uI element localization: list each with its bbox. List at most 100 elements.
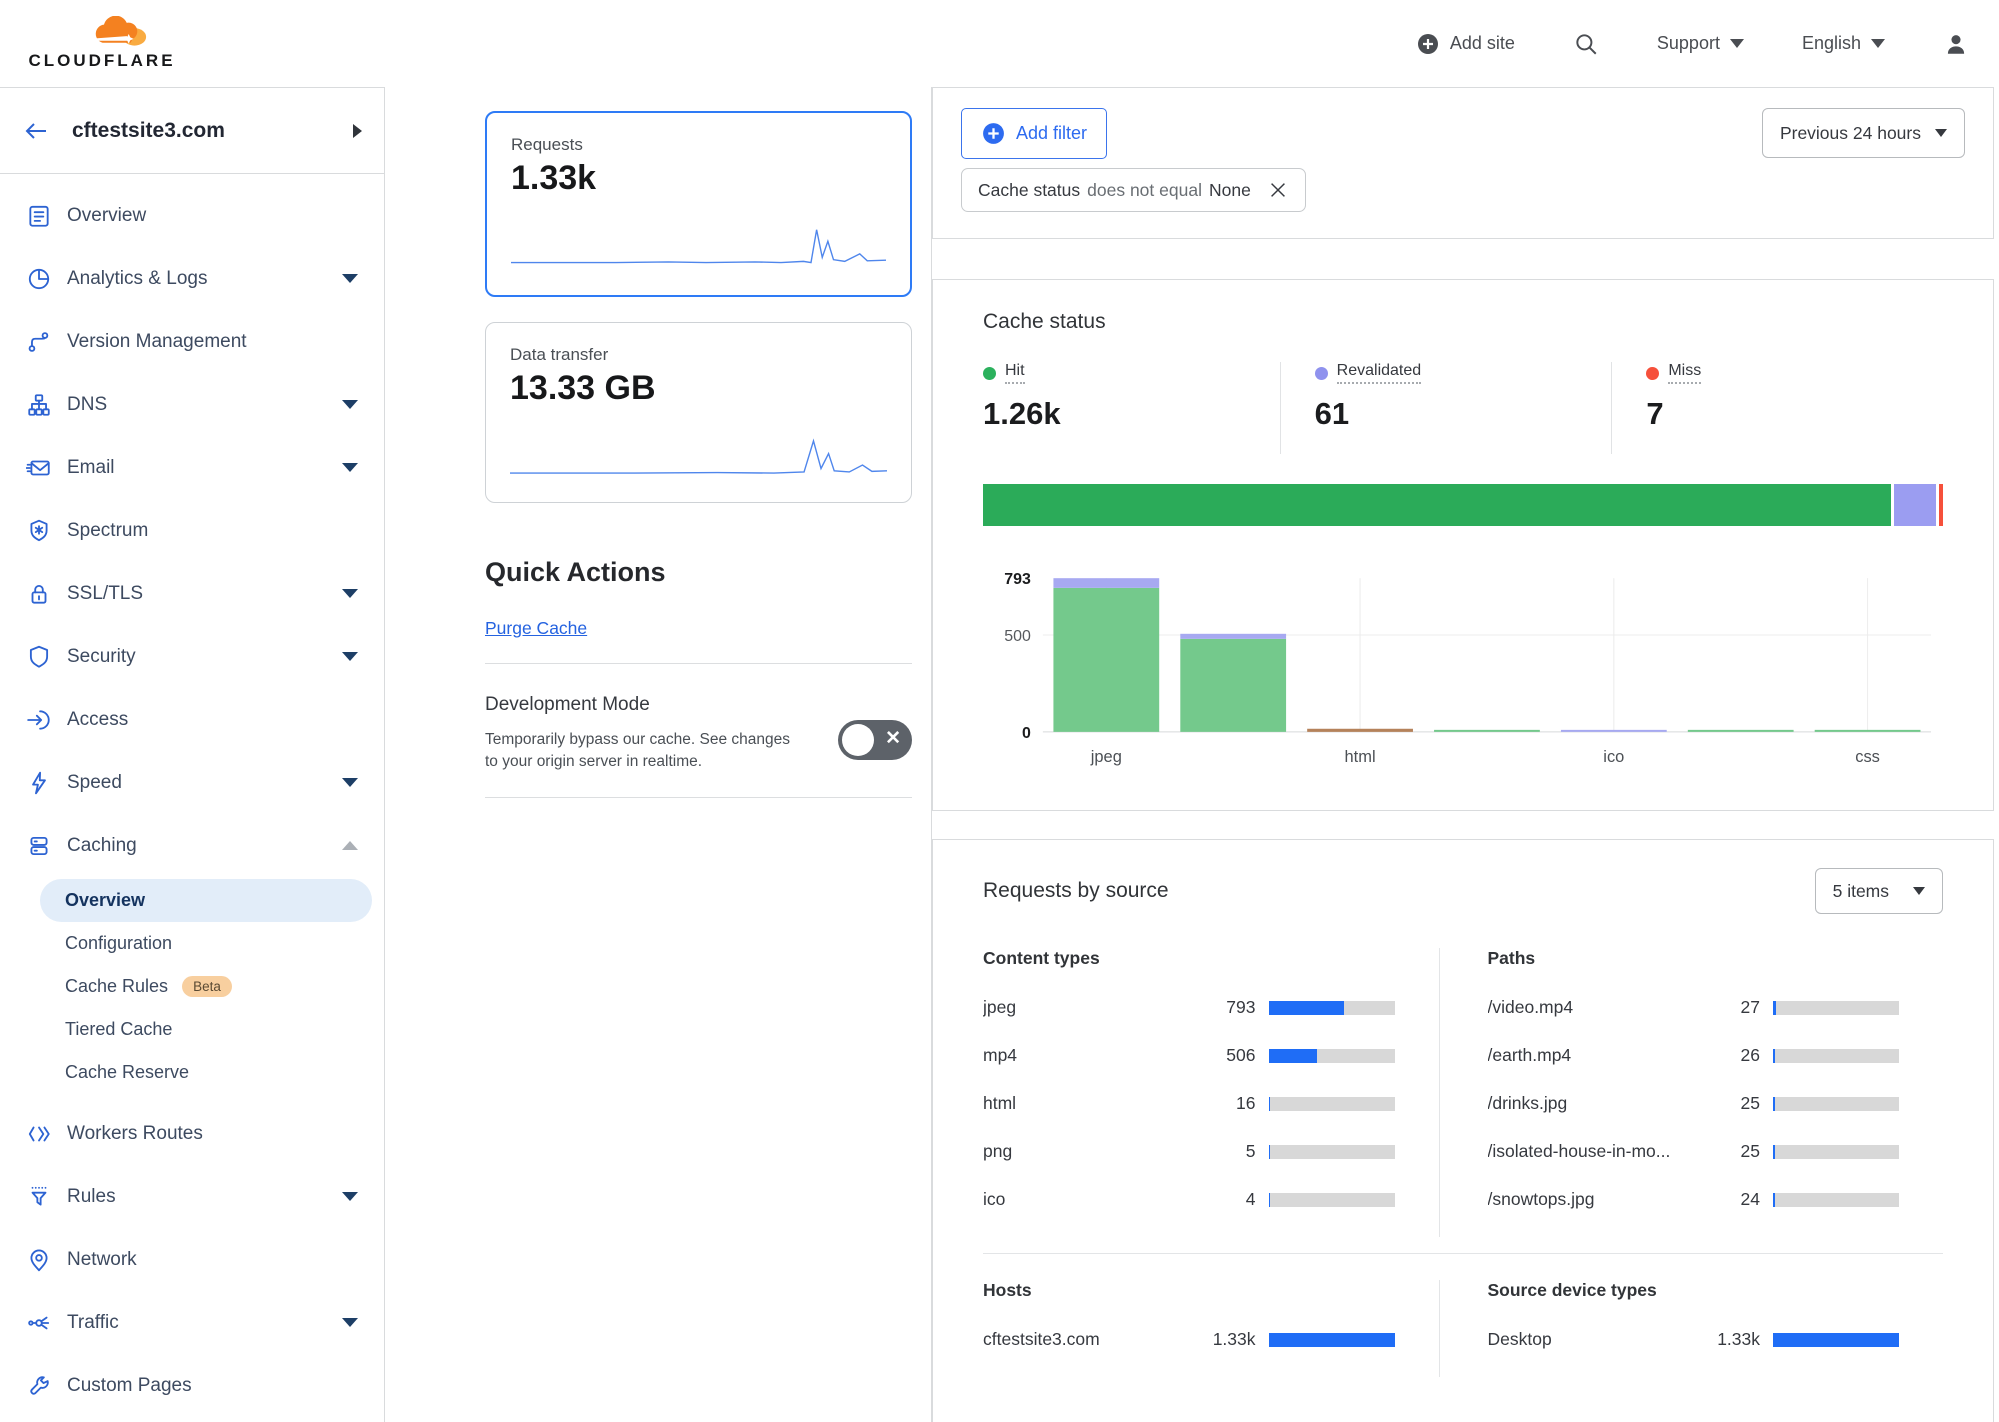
requests-label: Requests [511,135,583,154]
support-menu[interactable]: Support [1657,33,1744,54]
arrow-left-icon [25,122,46,139]
caching-icon [24,833,54,859]
cloudflare-wordmark: CLOUDFLARE [28,51,176,70]
search-button[interactable] [1573,31,1599,57]
account-menu[interactable] [1943,31,1969,57]
chevron-down-icon [1729,39,1744,48]
remove-filter-button[interactable] [1267,179,1289,201]
svg-text:jpeg: jpeg [1090,748,1122,766]
sidebar-item-rules[interactable]: Rules [0,1165,384,1228]
sidebar-subitem-cache-reserve[interactable]: Cache Reserve [0,1051,384,1094]
bar-col1-hit [1180,638,1287,732]
speed-icon [24,770,54,796]
development-mode-toggle[interactable]: ✕ [838,720,912,760]
sidebar-item-ssl-tls[interactable]: SSL/TLS [0,562,384,625]
add-filter-label: Add filter [1016,123,1088,143]
requests-metric-card[interactable]: Requests 1.33k [485,111,912,297]
add-filter-button[interactable]: Add filter [961,108,1108,159]
svg-text:html: html [1345,748,1376,766]
bar-html-expired [1307,728,1413,732]
back-arrow-button[interactable] [22,119,50,143]
requests-sparkline [511,224,886,270]
stat-label[interactable]: Miss [1668,362,1702,384]
requests-by-source-title: Requests by source [983,879,1169,902]
search-icon [1576,33,1597,54]
source-row-mp4: mp4 506 [983,1045,1395,1066]
filter-field: Cache status [978,179,1081,200]
sidebar-subitem-overview[interactable]: Overview [40,879,372,922]
sidebar-item-security[interactable]: Security [0,625,384,688]
source-device-types-column: Source device types Desktop 1.33k [1488,1280,1944,1377]
sidebar-item-workers-routes[interactable]: Workers Routes [0,1102,384,1165]
sidebar-item-traffic[interactable]: Traffic [0,1291,384,1354]
source-row-png: png 5 [983,1141,1395,1162]
bar-ico-revalidated [1560,729,1667,732]
chevron-down-icon [342,274,358,283]
sidebar: cftestsite3.com Overview Analytics & Logs… [0,87,385,1422]
chevron-up-icon [342,841,358,850]
sidebar-item-label: Network [67,1248,137,1270]
paths-column: Paths /video.mp4 27/earth.mp4 26/drinks.jp… [1488,948,1944,1237]
sidebar-item-custom-pages[interactable]: Custom Pages [0,1354,384,1417]
source-row-bar [1268,1000,1395,1015]
sidebar-item-access[interactable]: Access [0,688,384,751]
sidebar-item-label: Email [67,456,115,478]
rules-icon [24,1184,54,1210]
app-body: cftestsite3.com Overview Analytics & Logs… [0,87,1999,1422]
source-row-bar [1773,1048,1899,1063]
header-nav: Add site Support English [1416,31,1969,57]
sidebar-subitem-tiered-cache[interactable]: Tiered Cache [0,1008,384,1051]
items-count-select[interactable]: 5 items [1814,868,1943,914]
filter-toolbar: Add filter Previous 24 hours Cache statu… [932,87,1994,239]
source-row-bar [1773,1144,1899,1159]
overview-icon [24,203,54,229]
sidebar-item-email[interactable]: Email [0,436,384,499]
chevron-down-icon [1935,129,1947,137]
chevron-right-icon[interactable] [353,123,362,138]
cache-status-stats: Hit 1.26k Revalidated 61 Miss 7 [983,362,1943,454]
user-icon [1947,34,1965,54]
sidebar-item-overview[interactable]: Overview [0,184,384,247]
sidebar-item-caching[interactable]: Caching [0,814,384,877]
sidebar-item-label: Caching [67,834,137,856]
cloudflare-logo[interactable]: CLOUDFLARE [22,16,182,71]
sidebar-item-label: Traffic [67,1311,119,1333]
stat-label[interactable]: Revalidated [1336,362,1422,384]
sidebar-item-version-management[interactable]: Version Management [0,310,384,373]
purge-cache-link[interactable]: Purge Cache [485,618,588,638]
sidebar-item-speed[interactable]: Speed [0,751,384,814]
site-selector[interactable]: cftestsite3.com [0,88,384,174]
sidebar-subitem-configuration[interactable]: Configuration [0,922,384,965]
stat-value: 7 [1646,396,1664,431]
traffic-icon [24,1310,54,1336]
sidebar-item-label: Spectrum [67,519,149,541]
access-icon [24,707,54,733]
stat-label[interactable]: Hit [1005,362,1025,384]
legend-dot-icon [1646,366,1660,380]
bar-col1-revalidated [1180,633,1287,639]
sidebar-item-spectrum[interactable]: Spectrum [0,499,384,562]
data-transfer-metric-card[interactable]: Data transfer 13.33 GB [485,322,912,503]
sidebar-subitem-cache-rules[interactable]: Cache Rules Beta [0,965,384,1008]
hosts-list: cftestsite3.com 1.33k [983,1329,1395,1350]
sidebar-item-analytics-logs[interactable]: Analytics & Logs [0,247,384,310]
cache-status-stat-revalidated: Revalidated 61 [1279,362,1612,454]
cache-status-stat-miss: Miss 7 [1611,362,1943,454]
legend-dot-icon [983,366,996,380]
custom-pages-icon [24,1373,54,1399]
bar-col5-hit [1687,729,1794,732]
language-menu[interactable]: English [1802,33,1885,54]
ssl-tls-icon [24,581,54,607]
source-row-value: 25 [1740,1141,1760,1161]
sidebar-item-label: Analytics & Logs [67,267,208,289]
time-range-select[interactable]: Previous 24 hours [1761,108,1965,158]
toggle-off-x-icon: ✕ [885,728,901,749]
source-row-label: jpeg [983,997,1017,1017]
add-site-button[interactable]: Add site [1416,32,1515,56]
quick-actions-title: Quick Actions [485,557,666,587]
source-row-bar [1773,1000,1899,1015]
workers-routes-icon [24,1121,54,1147]
source-row-label: cftestsite3.com [983,1329,1100,1349]
sidebar-item-dns[interactable]: DNS [0,373,384,436]
sidebar-item-network[interactable]: Network [0,1228,384,1291]
